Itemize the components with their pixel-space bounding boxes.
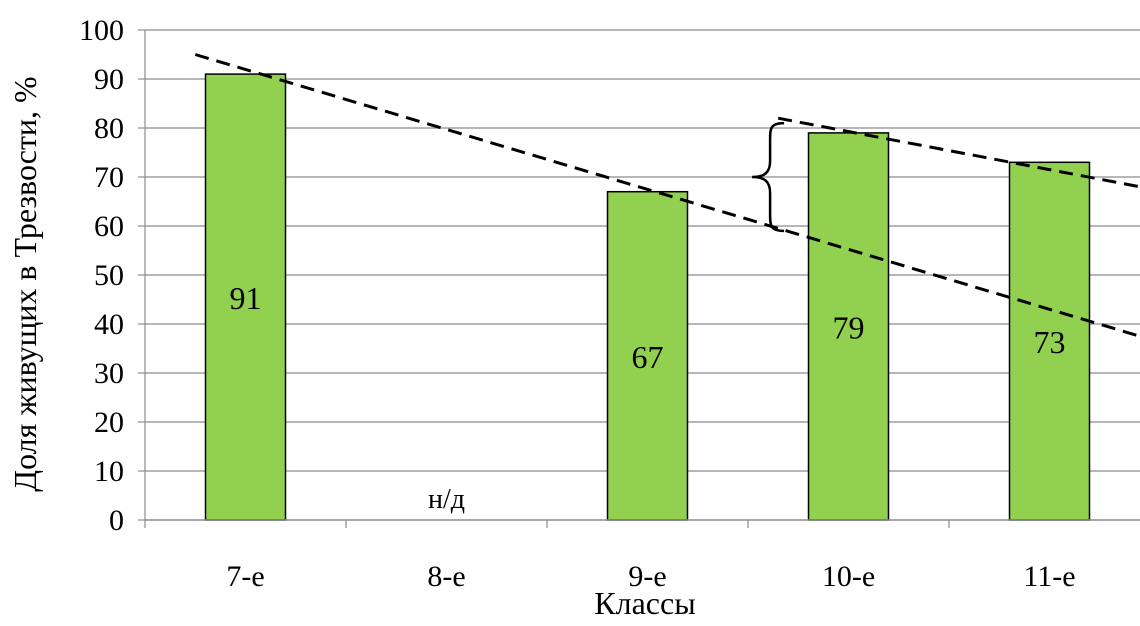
y-tick-label-70: 70	[94, 161, 124, 194]
x-tick-label-11: 11-е	[1023, 560, 1075, 593]
x-tick-label-9: 9-е	[628, 560, 666, 593]
curly-brace	[752, 121, 785, 233]
data-label-9: 67	[632, 339, 664, 375]
x-tick-label-8: 8-е	[427, 560, 465, 593]
data-label-7: 91	[230, 280, 262, 316]
y-tick-label-30: 30	[94, 357, 124, 390]
axes	[138, 29, 1140, 528]
data-label-11: 73	[1034, 324, 1066, 360]
x-axis-title: Классы	[594, 585, 695, 621]
trend-line-2	[777, 116, 1140, 189]
y-axis-title: Доля живущих в Трезвости, %	[7, 76, 43, 491]
bar-9	[606, 190, 689, 521]
y-tick-label-20: 20	[94, 406, 124, 439]
x-tick-label-10: 10-е	[822, 560, 875, 593]
x-tick-label-7: 7-е	[226, 560, 264, 593]
data-label-10: 79	[833, 309, 865, 345]
bar-11	[1008, 161, 1091, 521]
y-tick-label-50: 50	[94, 259, 124, 292]
y-tick-label-90: 90	[94, 63, 124, 96]
bars	[204, 73, 1091, 521]
y-tick-label-40: 40	[94, 308, 124, 341]
y-tick-label-10: 10	[94, 455, 124, 488]
trend-line-1	[194, 53, 1140, 338]
labels: 0 10 20 30 40 50 60 70 80 90 100 91 7-е н/д 8-е 67 9-е 79…	[79, 14, 1076, 593]
bar-7	[204, 73, 287, 521]
data-label-8: н/д	[428, 484, 465, 515]
y-tick-label-60: 60	[94, 210, 124, 243]
y-tick-label-100: 100	[79, 14, 124, 47]
y-tick-label-0: 0	[109, 504, 124, 537]
trend-lines	[194, 53, 1140, 338]
y-tick-label-80: 80	[94, 112, 124, 145]
